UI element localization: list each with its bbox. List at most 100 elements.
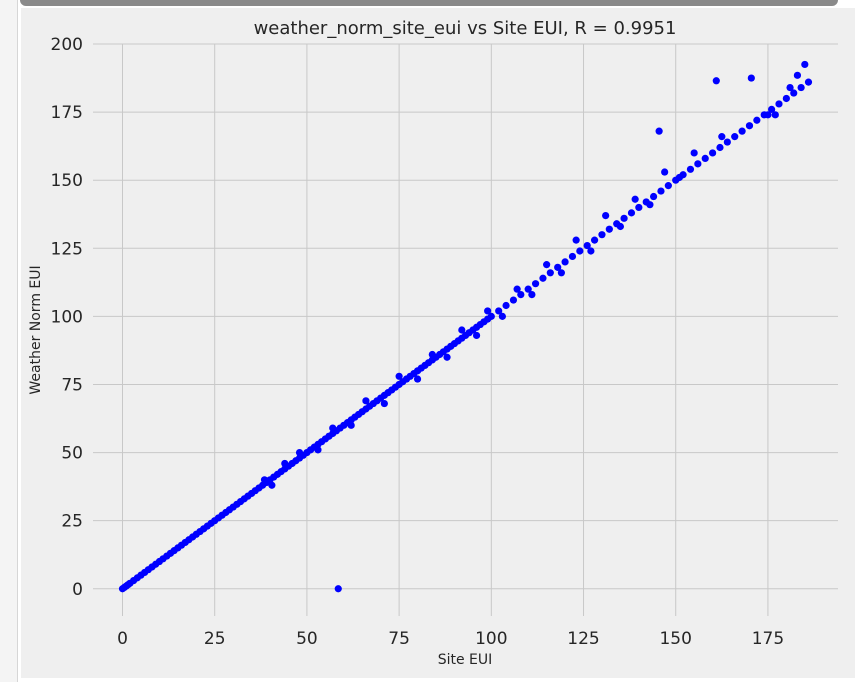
scatter-point <box>484 307 492 315</box>
grid <box>93 43 838 616</box>
y-tick-label: 200 <box>51 35 83 55</box>
scatter-points <box>118 60 813 593</box>
scatter-point <box>380 399 388 408</box>
x-tick-label: 25 <box>204 629 226 649</box>
y-tick-label: 125 <box>51 239 83 259</box>
scatter-point <box>649 192 658 201</box>
scatter-point <box>568 252 577 261</box>
scatter-point <box>583 241 591 250</box>
scatter-point <box>605 225 613 233</box>
scatter-point <box>712 77 720 85</box>
scatter-point <box>790 89 798 97</box>
scatter-point <box>775 100 783 108</box>
scatter-point <box>576 247 584 255</box>
scatter-point <box>362 397 370 405</box>
scatter-point <box>701 154 709 162</box>
x-tick-label: 50 <box>296 629 318 649</box>
scatter-point <box>268 481 276 489</box>
window-top-bar <box>20 0 838 6</box>
scatter-point <box>587 247 595 255</box>
x-tick-label: 100 <box>475 629 507 649</box>
scatter-point <box>598 231 606 239</box>
scatter-point <box>718 133 726 141</box>
scatter-point <box>314 446 322 454</box>
x-tick-label: 125 <box>567 629 599 649</box>
scatter-point <box>557 269 565 277</box>
scatter-point <box>295 448 304 457</box>
y-tick-label: 0 <box>72 580 83 600</box>
scatter-point <box>531 280 540 288</box>
scatter-point <box>753 116 761 124</box>
scatter-point <box>657 187 665 195</box>
x-tick-label: 0 <box>117 629 128 649</box>
scatter-point <box>395 372 403 380</box>
scatter-point <box>524 285 532 293</box>
scatter-point <box>572 236 580 244</box>
scatter-point <box>627 209 636 217</box>
scatter-point <box>281 459 289 468</box>
scatter-point <box>554 263 562 271</box>
scatter-point <box>602 212 610 220</box>
scatter-point <box>709 149 717 157</box>
figure-background <box>21 8 855 678</box>
scatter-point <box>616 222 625 231</box>
scatter-point <box>502 301 510 310</box>
scatter-point <box>804 78 813 86</box>
scatter-point <box>646 201 654 209</box>
scatter-point <box>686 165 695 173</box>
scatter-point <box>716 143 724 152</box>
scatter-point <box>498 312 506 320</box>
scatter-point <box>661 168 669 176</box>
scatter-point <box>546 269 554 277</box>
scatter-point <box>590 236 599 244</box>
scatter-point <box>443 353 451 361</box>
scatter-point <box>635 203 643 212</box>
x-tick-label: 150 <box>659 629 691 649</box>
scatter-point <box>731 133 739 141</box>
scatter-point <box>768 105 776 113</box>
scatter-point <box>513 285 521 293</box>
scatter-point <box>458 326 466 334</box>
scatter-point <box>782 94 790 103</box>
scatter-point <box>723 138 731 146</box>
scatter-point <box>764 111 772 119</box>
scatter-point <box>797 83 805 92</box>
scatter-point <box>347 421 355 429</box>
y-tick-label: 25 <box>61 512 83 532</box>
scatter-point <box>528 290 536 299</box>
y-tick-label: 50 <box>61 444 83 464</box>
y-tick-label: 100 <box>51 307 83 327</box>
scatter-point <box>675 173 684 182</box>
x-tick-label: 75 <box>388 629 410 649</box>
scatter-point <box>539 274 547 282</box>
scatter-point <box>738 127 746 135</box>
scatter-point <box>786 83 794 92</box>
scatter-point <box>655 127 663 135</box>
scatter-point <box>334 585 342 593</box>
scatter-point <box>664 182 672 190</box>
y-axis-label: Weather Norm EUI <box>28 265 44 394</box>
scatter-point <box>329 424 337 432</box>
scatter-point <box>771 111 779 119</box>
scatter-point <box>631 195 639 203</box>
scatter-point <box>487 312 495 320</box>
scatter-point <box>495 307 503 315</box>
y-tick-label: 175 <box>51 103 83 123</box>
scatter-point <box>690 149 698 157</box>
y-tick-label: 75 <box>61 375 83 395</box>
scatter-point <box>561 258 569 266</box>
x-tick-label: 175 <box>752 629 784 649</box>
scatter-point <box>509 296 518 304</box>
scatter-point <box>413 375 422 383</box>
scatter-point <box>745 122 754 130</box>
x-axis-label: Site EUI <box>438 652 493 668</box>
scatter-point <box>801 60 809 69</box>
scatter-point <box>472 331 481 340</box>
tick-labels: 0 25 50 75 100 125 150 175 0 25 50 75 100 125 150 175 20… <box>51 35 785 649</box>
left-gutter <box>0 0 18 682</box>
scatter-point <box>260 476 269 484</box>
scatter-point <box>793 71 802 79</box>
scatter-point <box>694 160 702 168</box>
scatter-point <box>543 261 551 269</box>
